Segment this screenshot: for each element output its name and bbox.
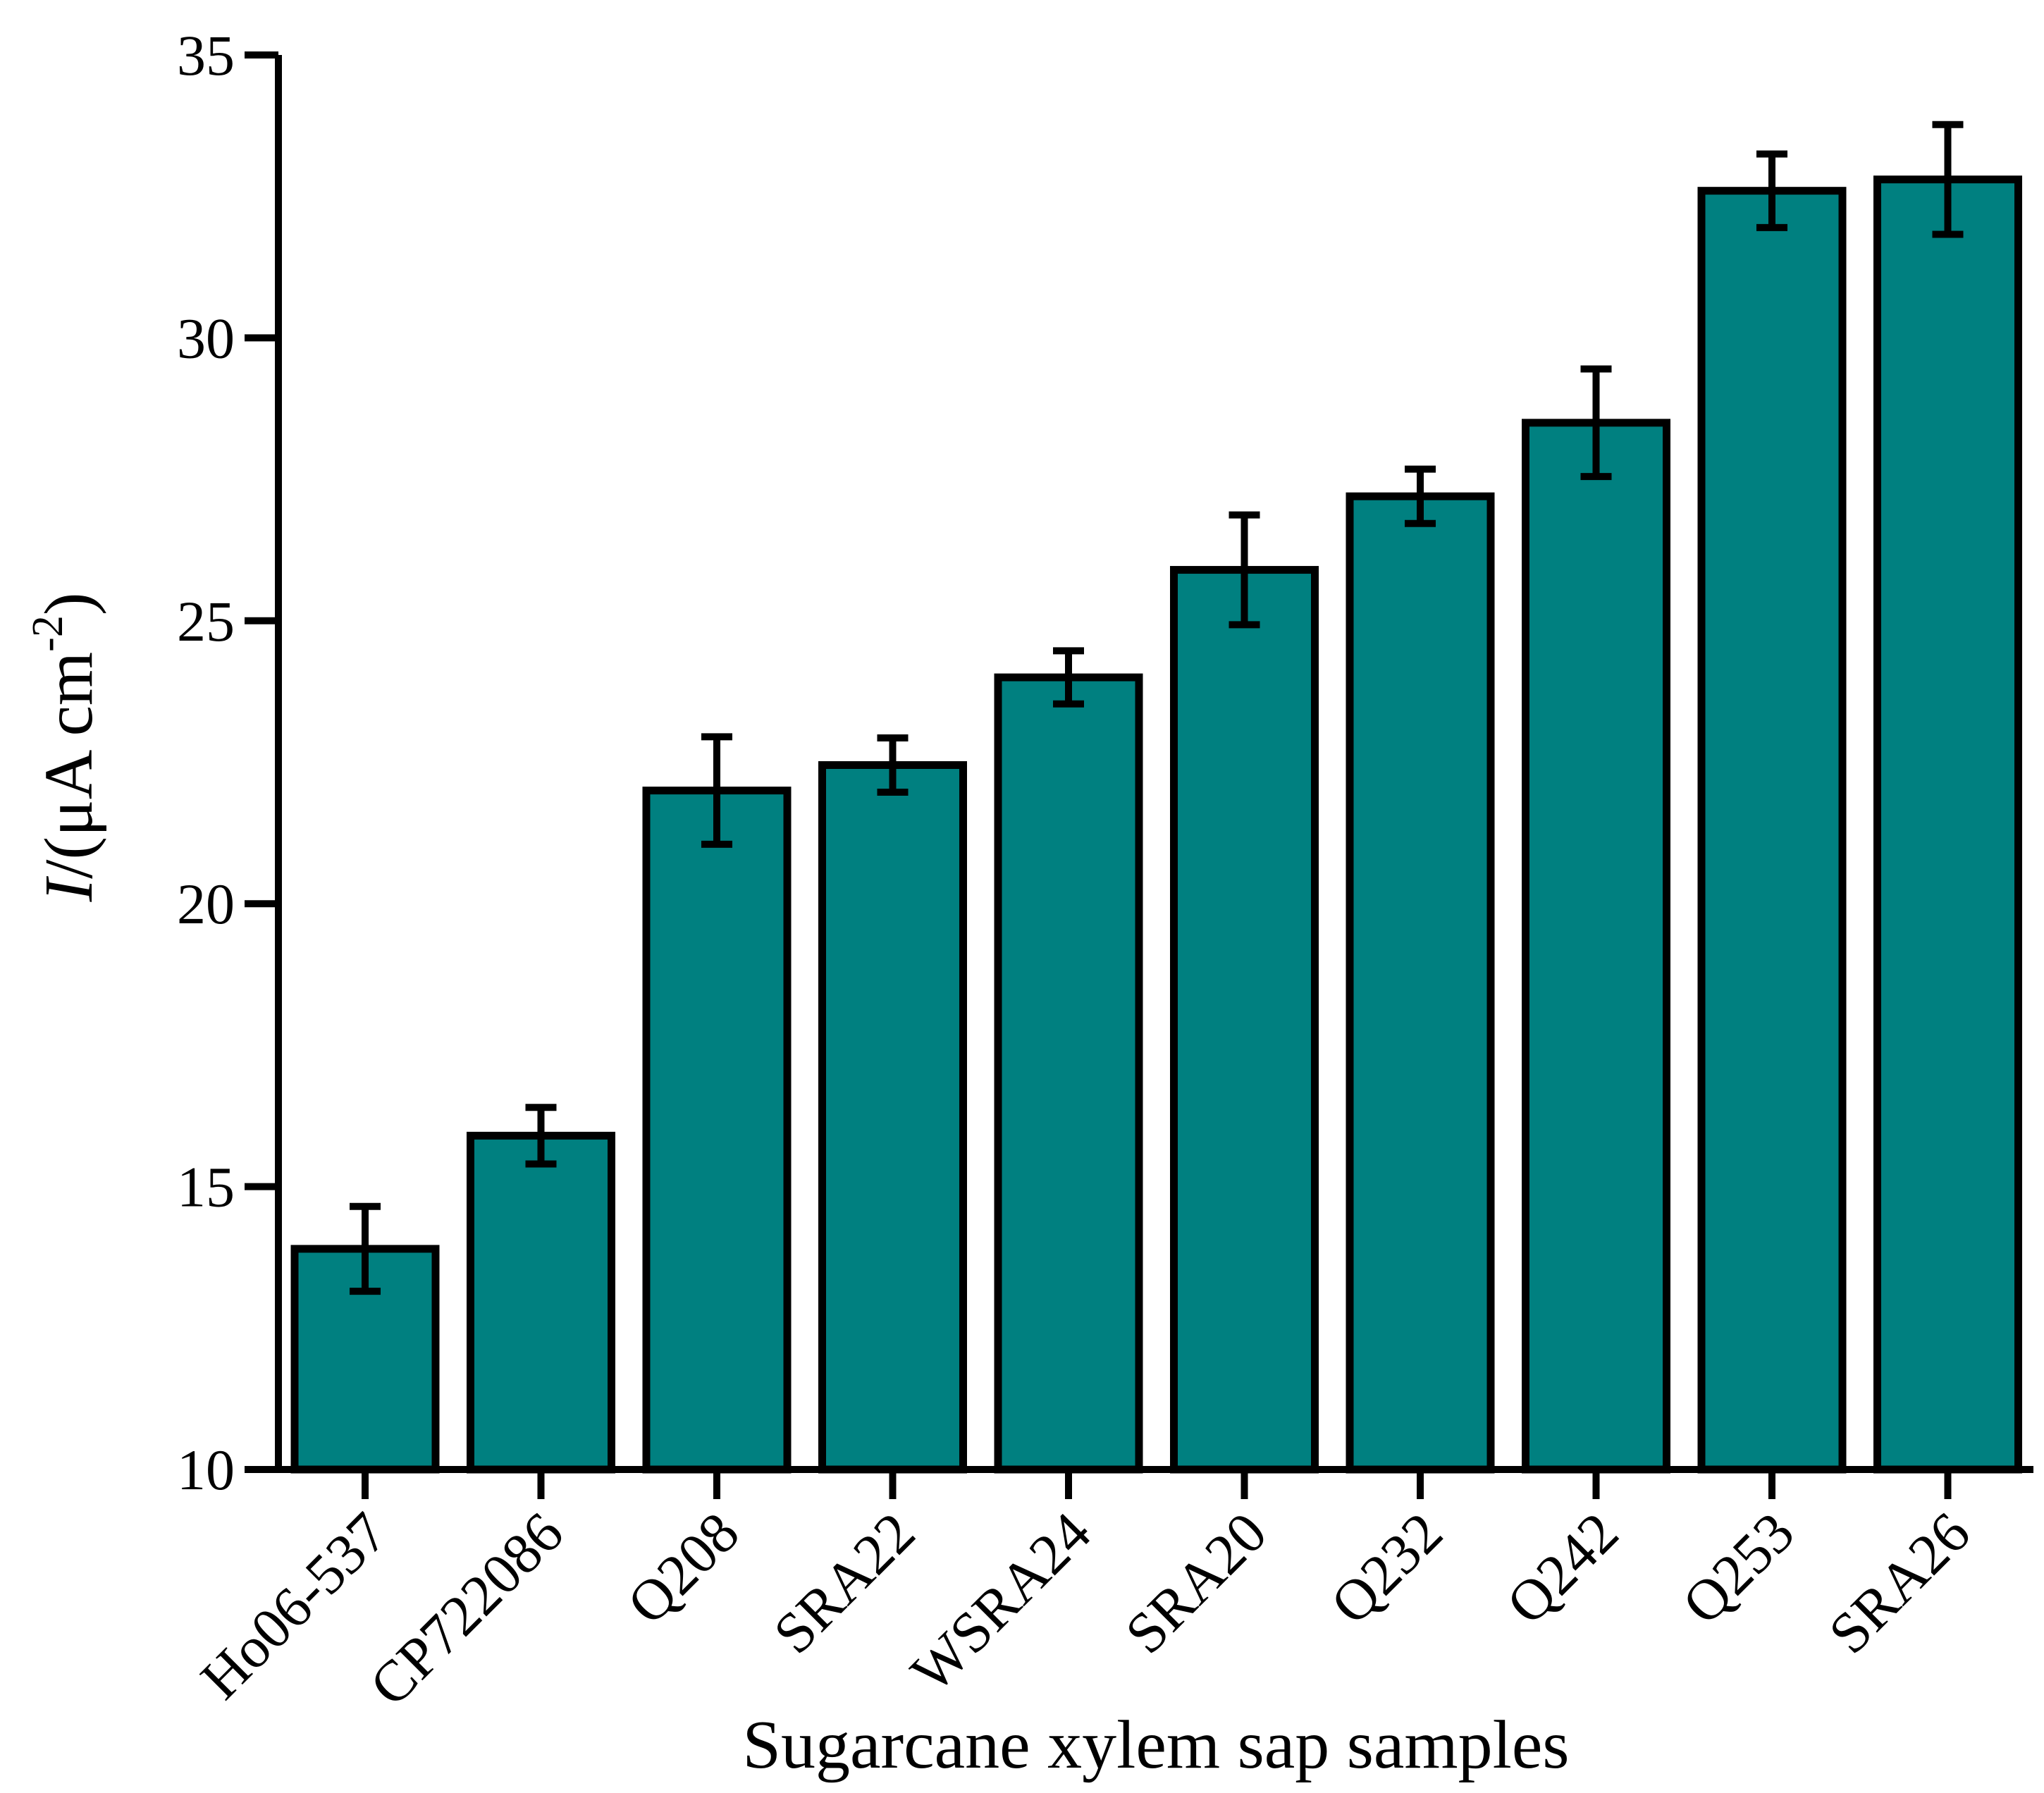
y-axis-title-close: ) — [31, 593, 107, 616]
bar-WSRA24 — [994, 673, 1143, 1474]
bar-Q232 — [1346, 492, 1495, 1474]
y-tick-label-20: 20 — [177, 872, 235, 936]
axes-layer — [245, 51, 2033, 1499]
bar-SRA26 — [1873, 175, 2022, 1474]
y-tick-label-15: 15 — [177, 1155, 235, 1219]
y-tick-label-10: 10 — [177, 1438, 235, 1502]
y-tick-label-25: 25 — [177, 589, 235, 653]
x-axis-title: Sugarcane xylem sap samples — [743, 1707, 1570, 1783]
bar-Q253 — [1697, 187, 1847, 1474]
y-axis-title-italic: I — [31, 875, 107, 902]
x-tick-label-WSRA24: WSRA24 — [899, 1500, 1103, 1704]
x-tick-label-SRA22: SRA22 — [761, 1500, 927, 1665]
y-tick-label-30: 30 — [177, 306, 235, 370]
error-bars-layer — [350, 121, 1964, 1295]
y-axis-title-superscript: -2 — [24, 615, 72, 652]
bar-SRA20 — [1170, 566, 1319, 1474]
y-axis-title-main: /(μA cm — [31, 652, 107, 879]
y-axis-title: I/(μA cm-2) — [24, 593, 107, 903]
x-tick-label-CP722086: CP722086 — [357, 1500, 575, 1718]
x-tick-label-Q242: Q242 — [1494, 1500, 1630, 1636]
x-tick-label-Q232: Q232 — [1319, 1500, 1455, 1636]
x-tick-label-SRA26: SRA26 — [1816, 1500, 1982, 1665]
bar-Q208 — [642, 787, 792, 1474]
x-tick-label-Q208: Q208 — [615, 1500, 751, 1636]
bar-CP722086 — [467, 1131, 615, 1474]
y-tick-label-35: 35 — [177, 23, 235, 87]
x-tick-label-Q253: Q253 — [1670, 1500, 1806, 1636]
x-tick-label-SRA20: SRA20 — [1113, 1500, 1279, 1665]
bar-SRA22 — [818, 761, 967, 1474]
bars-layer — [290, 175, 2022, 1474]
bar-Q242 — [1522, 419, 1670, 1474]
